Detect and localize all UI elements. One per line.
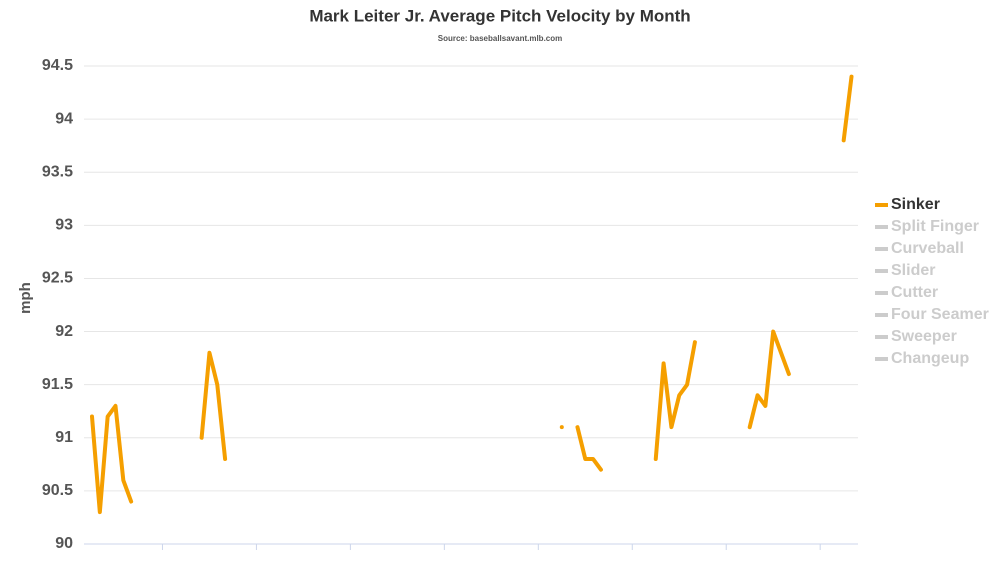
y-tick-label: 93: [55, 217, 73, 234]
legend-label[interactable]: Four Seamer: [891, 306, 989, 323]
legend-label[interactable]: Sweeper: [891, 328, 957, 345]
legend-label[interactable]: Changeup: [891, 350, 969, 367]
legend-label[interactable]: Split Finger: [891, 218, 979, 235]
y-tick-label: 90.5: [42, 482, 73, 499]
legend-symbol: [875, 335, 888, 339]
legend-symbol: [875, 269, 888, 273]
y-tick-label: 92: [55, 323, 73, 340]
legend-symbol: [875, 225, 888, 229]
y-tick-label: 91.5: [42, 376, 73, 393]
y-tick-label: 93.5: [42, 163, 73, 180]
line-point: [559, 425, 564, 430]
y-tick-label: 94.5: [42, 57, 73, 74]
line: [653, 340, 697, 462]
line: [747, 329, 791, 430]
y-tick-label: 92.5: [42, 270, 73, 287]
legend-symbol: [875, 291, 888, 295]
legend-symbol: [875, 313, 888, 317]
legend-label[interactable]: Sinker: [891, 196, 940, 213]
legend-label[interactable]: Cutter: [891, 284, 938, 301]
legend-symbol: [875, 357, 888, 361]
line: [199, 350, 228, 462]
legend-symbol: [875, 203, 888, 207]
y-axis-label: mph: [17, 282, 34, 314]
line: [841, 74, 854, 143]
y-tick-label: 94: [55, 110, 73, 127]
legend-symbol: [875, 247, 888, 251]
legend-label[interactable]: Slider: [891, 262, 935, 279]
line: [90, 403, 134, 515]
y-tick-label: 90: [55, 535, 73, 552]
chart-subtitle: Source: baseballsavant.mlb.com: [438, 34, 563, 43]
y-tick-label: 91: [55, 429, 73, 446]
legend-label[interactable]: Curveball: [891, 240, 964, 257]
line: [575, 425, 603, 472]
chart-title: Mark Leiter Jr. Average Pitch Velocity b…: [309, 6, 690, 25]
